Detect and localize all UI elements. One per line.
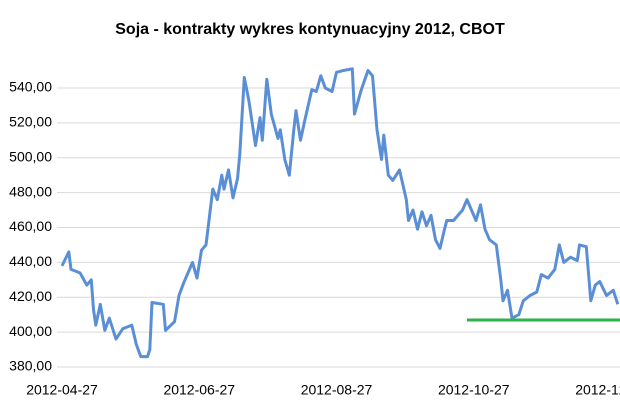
y-tick-label: 400,00 xyxy=(9,323,52,339)
y-tick-label: 540,00 xyxy=(9,79,52,95)
y-tick-label: 460,00 xyxy=(9,218,52,234)
y-tick-label: 520,00 xyxy=(9,114,52,130)
y-tick-label: 380,00 xyxy=(9,358,52,374)
y-tick-label: 440,00 xyxy=(9,253,52,269)
x-tick-label: 2012-04-27 xyxy=(26,382,98,398)
y-tick-label: 420,00 xyxy=(9,288,52,304)
chart-title: Soja - kontrakty wykres kontynuacyjny 20… xyxy=(115,21,505,38)
x-tick-label: 2012-08-27 xyxy=(301,382,373,398)
data-line xyxy=(60,67,620,359)
y-tick-label: 500,00 xyxy=(9,148,52,164)
y-tick-label: 480,00 xyxy=(9,183,52,199)
x-tick-label: 2012-06-27 xyxy=(163,382,235,398)
x-tick-label: 2012-10-27 xyxy=(438,382,510,398)
x-tick-label: 2012-12-27 xyxy=(575,382,620,398)
